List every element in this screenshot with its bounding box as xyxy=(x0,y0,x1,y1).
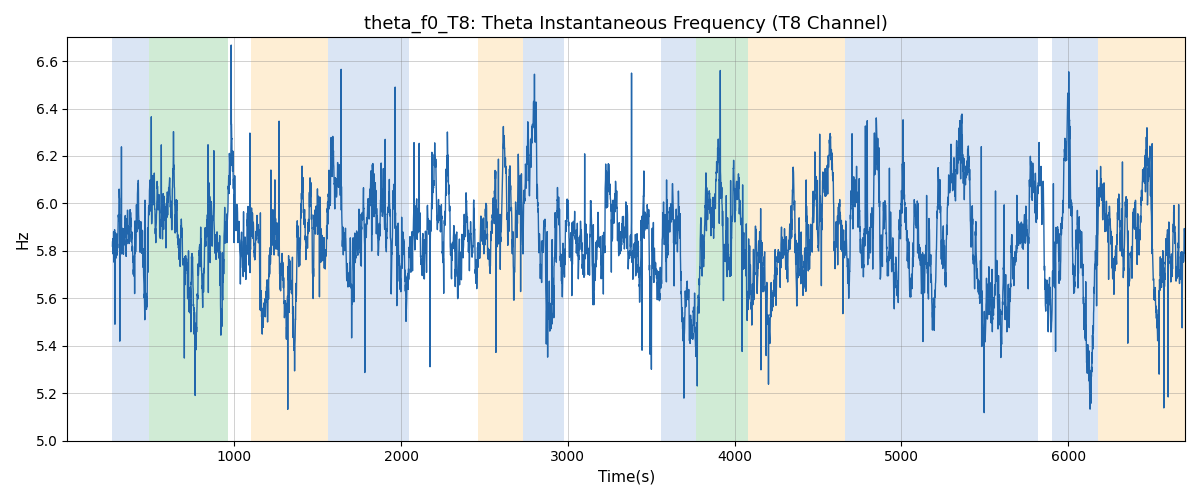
Bar xyxy=(328,38,409,440)
Bar xyxy=(1051,38,1098,440)
Bar xyxy=(523,38,564,440)
Bar xyxy=(149,38,228,440)
Y-axis label: Hz: Hz xyxy=(16,230,30,249)
Bar xyxy=(1098,38,1186,440)
Bar xyxy=(696,38,748,440)
X-axis label: Time(s): Time(s) xyxy=(598,470,655,485)
Bar xyxy=(880,38,1038,440)
Bar xyxy=(748,38,845,440)
Title: theta_f0_T8: Theta Instantaneous Frequency (T8 Channel): theta_f0_T8: Theta Instantaneous Frequen… xyxy=(365,15,888,34)
Bar xyxy=(113,38,149,440)
Bar xyxy=(661,38,696,440)
Bar xyxy=(251,38,328,440)
Bar xyxy=(845,38,880,440)
Bar xyxy=(478,38,523,440)
